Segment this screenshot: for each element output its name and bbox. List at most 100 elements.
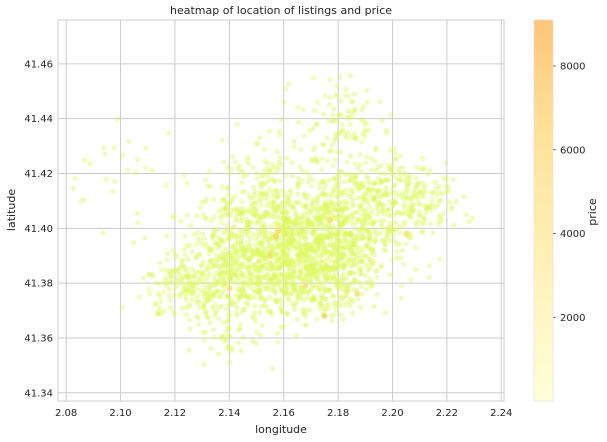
listing-point	[335, 251, 341, 258]
listing-point	[230, 244, 236, 250]
listing-point	[205, 297, 211, 303]
listing-point	[222, 251, 228, 257]
listing-point	[234, 266, 240, 272]
listing-point	[343, 260, 349, 266]
listing-point	[252, 211, 258, 217]
listing-point	[327, 77, 333, 83]
listing-point	[249, 276, 255, 282]
listing-point	[339, 222, 345, 228]
listing-point	[338, 149, 344, 155]
listing-point	[268, 283, 274, 289]
listing-point	[356, 244, 363, 250]
listing-point	[354, 209, 361, 215]
listing-point	[211, 226, 217, 232]
listing-point	[245, 263, 251, 269]
listing-point	[323, 201, 330, 207]
listing-point	[338, 245, 344, 251]
listing-point	[243, 300, 249, 306]
listing-point	[240, 261, 246, 267]
listing-point	[143, 165, 149, 171]
listing-point	[279, 188, 285, 194]
listing-point	[329, 191, 335, 197]
listing-point	[250, 248, 256, 254]
listing-point	[330, 212, 336, 218]
listing-point	[374, 228, 380, 235]
listing-point	[340, 255, 346, 261]
listing-point	[321, 190, 327, 197]
listing-point	[314, 245, 320, 251]
listing-point	[344, 192, 350, 198]
listing-point	[313, 204, 319, 210]
listing-point	[324, 248, 330, 254]
listing-point	[335, 227, 341, 233]
listing-point	[213, 240, 219, 246]
listing-point	[242, 279, 248, 286]
listing-point	[360, 183, 366, 189]
listing-point	[298, 251, 304, 257]
listing-point	[226, 231, 232, 238]
listing-point	[337, 74, 343, 80]
listing-point	[248, 200, 254, 206]
listing-point	[234, 121, 240, 127]
listing-point	[231, 207, 237, 213]
listing-point	[189, 266, 195, 272]
listing-point	[332, 300, 338, 306]
listing-point	[362, 134, 368, 140]
listing-point	[224, 212, 230, 218]
listing-point	[324, 276, 330, 282]
listing-point	[312, 107, 318, 114]
listing-point	[367, 191, 373, 197]
listing-point	[335, 207, 341, 214]
listing-point	[239, 270, 245, 276]
listing-point	[356, 216, 362, 222]
listing-point	[153, 301, 159, 307]
listing-point	[310, 177, 316, 183]
listing-point	[284, 210, 290, 216]
listing-point	[295, 251, 301, 257]
listing-point	[387, 238, 393, 244]
listing-point	[245, 192, 252, 198]
listing-point	[305, 222, 312, 228]
listing-point	[350, 99, 356, 105]
listing-point	[214, 307, 220, 314]
listing-point	[321, 268, 327, 274]
listing-point	[340, 317, 346, 323]
listing-point	[249, 251, 255, 257]
listing-point	[280, 237, 286, 243]
listing-point	[327, 268, 333, 274]
listing-point	[205, 315, 212, 321]
listing-point	[443, 176, 449, 182]
listing-point	[289, 271, 295, 277]
listing-point	[242, 248, 248, 254]
listing-point	[330, 204, 337, 210]
listing-point	[236, 253, 242, 259]
listing-point	[342, 232, 348, 238]
listing-point	[222, 206, 228, 212]
listing-point	[282, 282, 288, 288]
listing-point	[334, 245, 340, 251]
listing-point	[258, 290, 264, 296]
listing-point	[275, 228, 282, 234]
listing-point	[289, 160, 295, 166]
listing-point	[288, 291, 294, 297]
listing-point	[288, 279, 294, 285]
listing-point	[414, 164, 420, 170]
listing-point	[322, 203, 328, 209]
listing-point	[345, 206, 351, 212]
listing-point	[341, 217, 347, 223]
y-tick-label: 41.38	[24, 279, 53, 290]
listing-point	[223, 338, 229, 344]
listing-point	[194, 313, 200, 319]
listing-point	[297, 242, 303, 248]
listing-point	[318, 265, 324, 271]
listing-point	[266, 176, 272, 182]
listing-point	[307, 174, 313, 180]
listing-point	[372, 237, 379, 243]
listing-point	[297, 267, 303, 274]
listing-point	[396, 165, 403, 171]
listing-point	[283, 217, 290, 223]
listing-point	[281, 261, 287, 267]
listing-point	[362, 191, 368, 197]
listing-point	[338, 221, 345, 227]
listing-point	[311, 197, 317, 203]
